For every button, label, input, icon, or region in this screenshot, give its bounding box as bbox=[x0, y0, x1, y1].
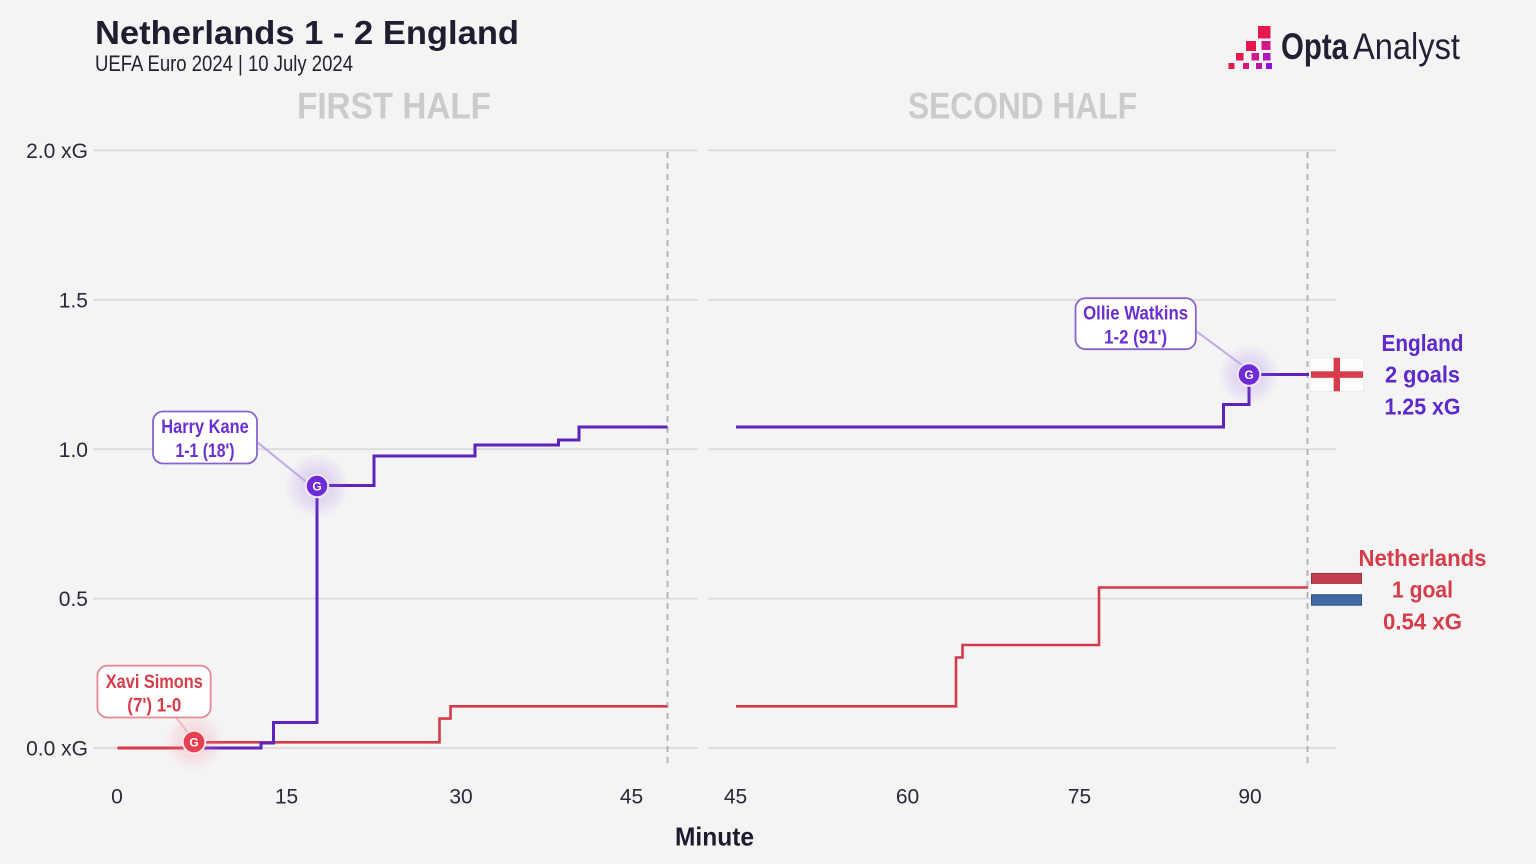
svg-text:1 goal: 1 goal bbox=[1392, 577, 1453, 603]
svg-text:G: G bbox=[1244, 368, 1253, 382]
svg-text:Xavi Simons: Xavi Simons bbox=[106, 672, 203, 693]
svg-text:Ollie Watkins: Ollie Watkins bbox=[1083, 303, 1188, 324]
svg-text:1.0: 1.0 bbox=[59, 439, 88, 462]
svg-text:60: 60 bbox=[896, 786, 919, 809]
svg-text:30: 30 bbox=[449, 786, 472, 809]
svg-text:0: 0 bbox=[111, 786, 123, 809]
svg-text:75: 75 bbox=[1068, 786, 1091, 809]
svg-text:45: 45 bbox=[724, 786, 747, 809]
svg-text:FIRST HALF: FIRST HALF bbox=[297, 86, 491, 127]
svg-text:Minute: Minute bbox=[675, 822, 754, 852]
svg-text:Netherlands: Netherlands bbox=[1359, 545, 1487, 571]
svg-text:Harry Kane: Harry Kane bbox=[161, 417, 249, 438]
svg-text:Analyst: Analyst bbox=[1353, 26, 1461, 67]
svg-text:0.0 xG: 0.0 xG bbox=[26, 738, 88, 761]
svg-text:45: 45 bbox=[620, 786, 643, 809]
svg-text:UEFA Euro 2024 | 10 July 2024: UEFA Euro 2024 | 10 July 2024 bbox=[95, 51, 353, 76]
svg-text:1.25 xG: 1.25 xG bbox=[1385, 394, 1461, 420]
svg-text:(7') 1-0: (7') 1-0 bbox=[127, 696, 181, 717]
svg-text:Opta: Opta bbox=[1281, 26, 1348, 67]
svg-text:1.5: 1.5 bbox=[59, 289, 88, 312]
svg-text:2 goals: 2 goals bbox=[1385, 362, 1460, 388]
svg-text:15: 15 bbox=[275, 786, 298, 809]
svg-text:1-1 (18'): 1-1 (18') bbox=[176, 441, 235, 462]
svg-text:Netherlands 1 - 2 England: Netherlands 1 - 2 England bbox=[95, 14, 519, 51]
svg-text:G: G bbox=[312, 479, 321, 493]
svg-text:G: G bbox=[189, 735, 198, 749]
svg-text:England: England bbox=[1382, 330, 1464, 356]
svg-text:1-2 (91'): 1-2 (91') bbox=[1104, 328, 1167, 349]
svg-text:0.5: 0.5 bbox=[59, 588, 88, 611]
svg-text:SECOND HALF: SECOND HALF bbox=[908, 86, 1137, 127]
svg-text:2.0 xG: 2.0 xG bbox=[26, 140, 88, 163]
svg-text:0.54 xG: 0.54 xG bbox=[1383, 608, 1462, 634]
svg-text:90: 90 bbox=[1238, 786, 1261, 809]
